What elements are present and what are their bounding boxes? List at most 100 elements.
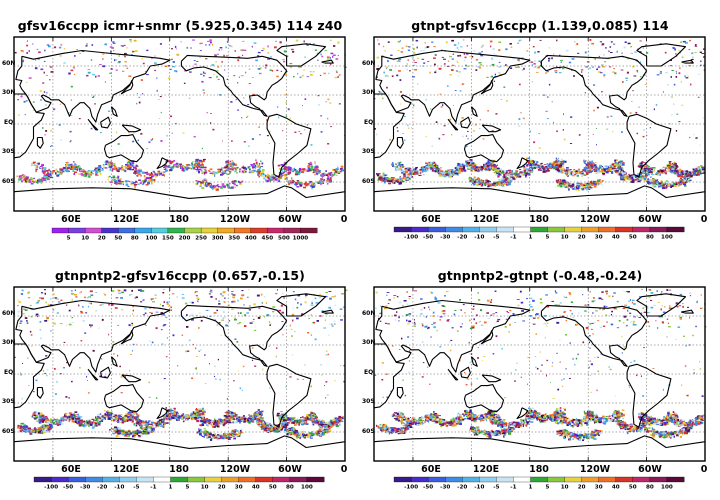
field-cell	[675, 174, 678, 177]
field-cell	[618, 170, 622, 173]
field-cell	[378, 177, 382, 180]
field-cell	[158, 173, 161, 176]
field-cell	[64, 417, 67, 420]
field-cell	[65, 170, 69, 173]
field-cell	[590, 163, 593, 166]
field-cell	[688, 49, 691, 51]
field-cell	[642, 170, 645, 172]
field-cell	[515, 175, 517, 179]
field-cell	[618, 172, 621, 174]
coastline	[100, 116, 111, 129]
field-cell	[548, 83, 551, 86]
field-cell	[403, 115, 406, 118]
field-cell	[288, 169, 291, 171]
field-cell	[426, 168, 429, 171]
field-cell	[325, 174, 329, 176]
field-cell	[680, 173, 682, 175]
field-cell	[518, 59, 520, 62]
field-cell	[258, 167, 261, 169]
field-cell	[133, 182, 136, 184]
field-cell	[459, 163, 462, 166]
field-cell	[107, 178, 109, 181]
field-cell	[317, 52, 319, 55]
field-cell	[694, 45, 697, 47]
field-cell	[591, 162, 595, 165]
field-cell	[600, 183, 603, 186]
colorbar-label: -50	[423, 235, 433, 241]
field-cell	[57, 422, 61, 423]
field-cell	[289, 66, 292, 68]
field-cell	[159, 43, 162, 45]
field-cell	[458, 169, 461, 171]
field-cell	[207, 182, 210, 185]
field-cell	[702, 117, 705, 119]
coastline	[121, 124, 142, 133]
field-cell	[689, 173, 691, 175]
field-cell	[574, 186, 576, 189]
field-cell	[404, 179, 407, 181]
field-cell	[324, 172, 326, 175]
field-cell	[398, 169, 401, 171]
field-cell	[389, 180, 392, 183]
field-cell	[270, 56, 272, 58]
field-cell	[114, 59, 117, 61]
field-cell	[636, 179, 640, 181]
field-cell	[22, 59, 25, 61]
colorbar-label: -10	[474, 235, 484, 241]
field-cell	[621, 172, 625, 174]
field-cell	[559, 183, 561, 185]
field-cell	[472, 183, 476, 186]
field-cell	[599, 179, 601, 181]
field-cell	[620, 172, 623, 175]
field-cell	[110, 165, 111, 166]
field-cell	[302, 105, 303, 107]
field-cell	[49, 176, 53, 179]
field-cell	[300, 171, 303, 173]
field-cell	[86, 43, 88, 45]
field-cell	[622, 81, 624, 83]
field-cell	[666, 168, 669, 171]
field-cell	[227, 168, 230, 171]
field-cell	[246, 115, 249, 117]
field-cell	[539, 163, 542, 165]
field-cell	[520, 172, 522, 176]
field-cell	[261, 175, 265, 177]
field-cell	[400, 164, 402, 166]
field-cell	[44, 421, 47, 423]
field-cell	[378, 43, 380, 46]
field-cell	[443, 58, 446, 60]
field-cell	[127, 161, 130, 164]
field-cell	[298, 182, 302, 185]
field-cell	[203, 171, 207, 174]
field-cell	[478, 180, 481, 183]
field-cell	[653, 182, 655, 185]
field-cell	[456, 167, 459, 170]
field-cell	[686, 175, 689, 178]
field-cell	[293, 76, 295, 78]
colorbar-swatch	[250, 227, 268, 234]
field-cell	[294, 183, 297, 185]
field-cell	[700, 172, 704, 174]
field-cell	[202, 182, 206, 184]
field-cell	[607, 166, 609, 169]
field-cell	[292, 180, 295, 183]
field-cell	[234, 170, 237, 173]
field-cell	[570, 116, 573, 118]
field-cell	[220, 186, 222, 188]
field-cell	[195, 168, 199, 170]
field-cell	[505, 178, 508, 181]
field-cell	[589, 184, 593, 187]
field-cell	[433, 46, 436, 48]
field-cell	[374, 97, 376, 100]
field-cell	[46, 75, 48, 76]
field-cell	[341, 169, 344, 172]
field-cell	[202, 71, 205, 74]
field-cell	[386, 86, 388, 89]
field-cell	[681, 56, 684, 58]
field-cell	[625, 177, 628, 180]
field-cell	[684, 181, 687, 183]
field-cell	[637, 177, 640, 179]
field-cell	[625, 176, 629, 178]
field-cell	[548, 165, 551, 167]
field-cell	[703, 64, 705, 67]
